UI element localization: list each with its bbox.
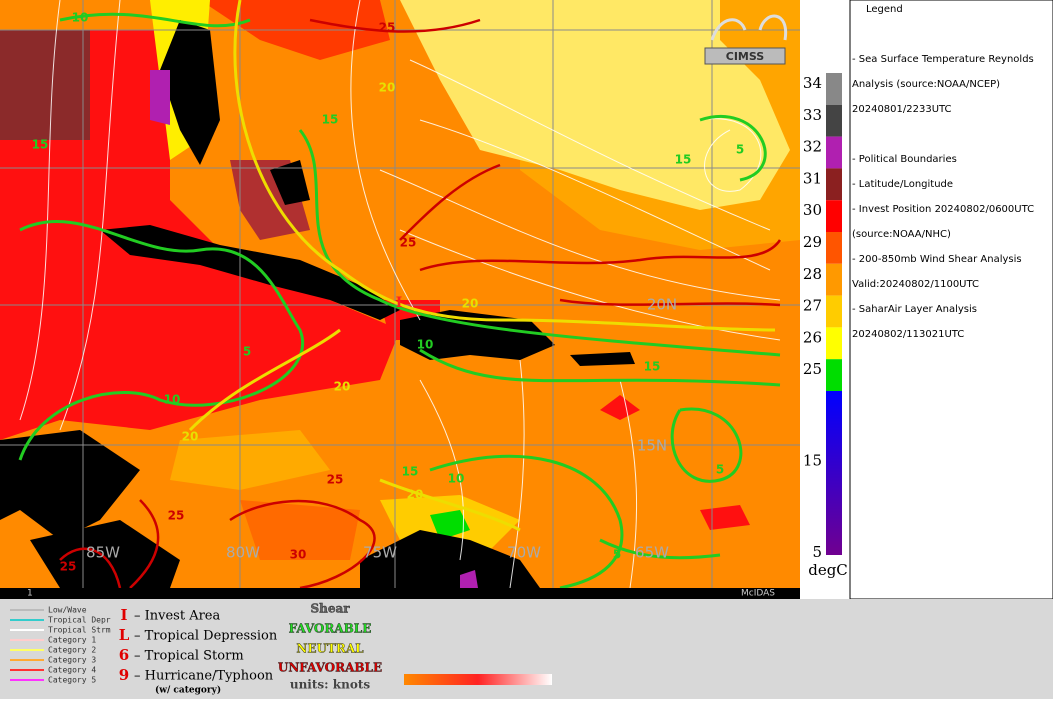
legend-line: - Invest Position 20240802/0600UTC [852,204,1034,215]
colorbar-tick-label: 29 [803,233,822,251]
track-label: Tropical Strm [48,626,111,635]
contour-label: 10 [448,472,465,486]
contour-label: 25 [327,473,344,487]
colorbar-band [826,232,842,264]
legend-line: - SaharAir Layer Analysis [852,304,977,315]
legend-line: - Sea Surface Temperature Reynolds [852,54,1034,65]
contour-label: 30 [290,548,307,562]
contour-label: 20 [407,488,424,502]
contour-label: 5 [736,143,744,157]
grid-label: 85W [86,544,120,562]
contour-label: 15 [675,153,692,167]
colorbar-tick-label: 15 [803,452,822,470]
map [0,0,800,590]
contour-label: 15 [402,465,419,479]
logo: CIMSS [704,14,788,65]
contour-label: 25 [379,21,396,35]
track-label: Category 5 [48,676,96,685]
track-label: Tropical Depr [48,616,111,625]
software-label: McIDAS [741,589,775,599]
shear-favorable: FAVORABLE [289,622,372,636]
contour-label: 20 [379,81,396,95]
colorbar-tick-label: 34 [803,74,822,92]
grid-label: 20N [647,296,677,314]
contour-label: 10 [72,11,89,25]
colorbar-band [826,263,842,296]
symbol-glyph: L [119,626,130,644]
colorbar-tick-label: 5 [812,543,822,561]
legend-line: 20240802/113021UTC [852,329,964,340]
symbol-glyph: 6 [119,646,129,664]
shear-title: Shear [310,602,350,616]
contour-label: 15 [32,138,49,152]
symbol-text: – Hurricane/Typhoon [134,669,274,684]
symbol-text: – Tropical Storm [134,649,244,664]
contour-label: 5 [716,463,724,477]
legend-line: - Latitude/Longitude [852,179,953,190]
symbol-glyph: I [120,606,127,624]
legend-line: 20240801/2233UTC [852,104,952,115]
grid-label: 70W [507,544,541,562]
contour-label: 25 [400,236,417,250]
colorbar-tick-label: 31 [803,169,822,187]
legend-line: - Political Boundaries [852,154,957,165]
colorbar-band [826,73,842,105]
contour-label: 5 [613,548,621,562]
legend-title: Legend [866,4,903,15]
symbol-text: – Tropical Depression [134,629,278,644]
logo-text: CIMSS [726,50,765,63]
symbols-note: (w/ category) [155,685,221,696]
contour-label: 10 [164,393,181,407]
sal-scale [404,674,552,685]
contour-label: 15 [644,360,661,374]
contour-label: 25 [168,509,185,523]
grid-label: 65W [635,544,669,562]
colorbar-band [826,136,842,169]
shear-neutral: NEUTRAL [296,642,364,656]
invest-marker: I [396,295,403,311]
shear-units: units: knots [290,678,371,692]
contour-label: 20 [462,297,479,311]
contour-label: 20 [182,430,199,444]
symbol-glyph: 9 [119,666,129,684]
colorbar-band [826,104,842,137]
colorbar-band [826,327,842,360]
frame-number: 1 [27,589,33,599]
shear-unfavorable: UNFAVORABLE [278,661,382,675]
legend-line: (source:NOAA/NHC) [852,229,951,240]
symbol-text: – Invest Area [134,609,221,624]
grid-label: 15N [637,437,667,455]
colorbar-tick-label: 30 [803,201,822,219]
contour-label: 20 [334,380,351,394]
legend-panel [849,0,1053,600]
colorbar-tick-label: 32 [803,138,822,156]
contour-label: 5 [243,345,251,359]
grid-label: 75W [363,544,397,562]
colorbar-tick-label: 33 [803,106,822,124]
legend-line: Analysis (source:NOAA/NCEP) [852,79,1000,90]
contour-label: 10 [417,338,434,352]
colorbar-unit: degC [808,561,848,579]
colorbar-band [826,295,842,328]
contour-label: 15 [322,113,339,127]
track-label: Category 3 [48,656,96,665]
grid-label: 80W [226,544,260,562]
colorbar-tick-label: 27 [803,297,822,315]
colorbar-tick-label: 28 [803,265,822,283]
track-label: Category 1 [48,636,96,645]
colorbar-band [826,359,842,391]
track-label: Category 4 [48,666,96,675]
colorbar-band [826,391,842,555]
legend-line: - 200-850mb Wind Shear Analysis [852,254,1022,265]
colorbar-band [826,200,842,232]
contour-label: 25 [60,560,77,574]
colorbar-tick-label: 26 [803,328,822,346]
track-label: Category 2 [48,646,96,655]
legend-line: Valid:20240802/1100UTC [852,279,979,290]
colorbar-tick-label: 25 [803,360,822,378]
colorbar-band [826,168,842,201]
track-label: Low/Wave [48,606,87,615]
